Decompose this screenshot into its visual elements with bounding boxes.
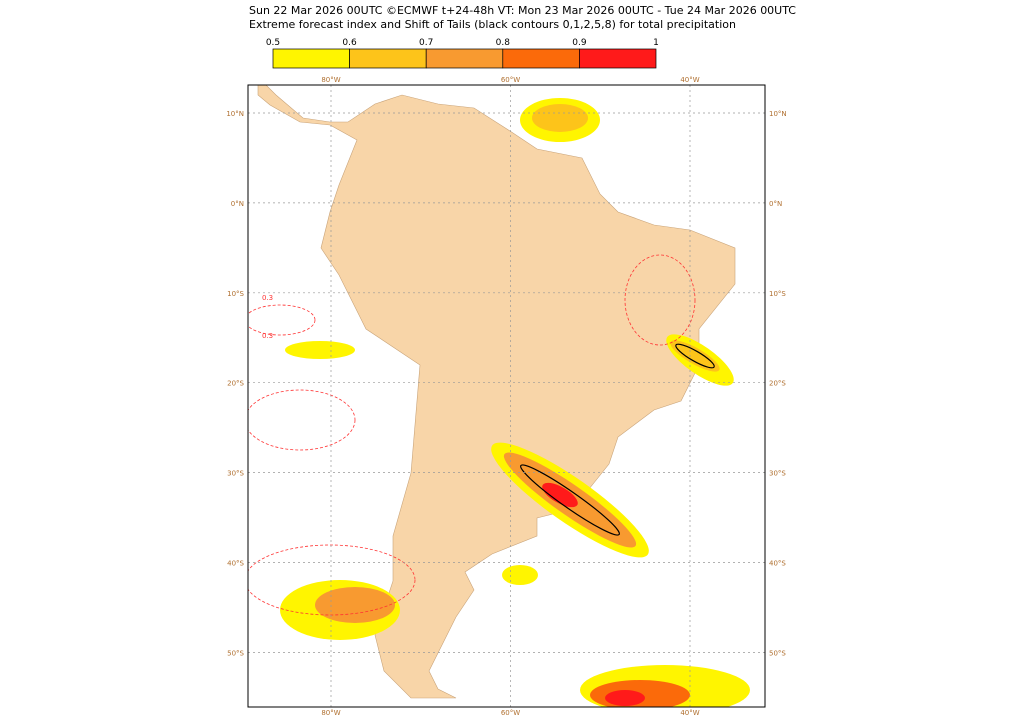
colorbar-segment xyxy=(502,48,580,69)
contour-label: 0.3 xyxy=(262,294,273,302)
contours xyxy=(248,254,715,616)
precip-area xyxy=(605,690,645,706)
colorbar-label: 0.5 xyxy=(266,38,280,48)
latitude-label: 0°N xyxy=(769,200,782,208)
latitude-label: 10°N xyxy=(769,110,787,118)
colorbar-label: 0.7 xyxy=(419,38,433,48)
precip-area xyxy=(542,482,578,508)
contour xyxy=(624,254,696,346)
colorbar-segment xyxy=(272,48,350,69)
colorbar-label: 0.6 xyxy=(342,38,357,48)
latitude-label: 50°S xyxy=(769,649,786,657)
longitude-label: 40°W xyxy=(680,76,699,84)
colorbar-segment xyxy=(349,48,427,69)
colorbar-label: 0.8 xyxy=(496,38,511,48)
contour xyxy=(675,343,715,369)
colorbar-label: 1 xyxy=(653,38,659,48)
longitude-label: 80°W xyxy=(321,709,340,717)
latitude-label: 10°S xyxy=(769,290,786,298)
colorbar-segment xyxy=(425,48,504,69)
latitude-label: 20°S xyxy=(227,380,244,388)
precip-areas xyxy=(280,98,750,707)
contour xyxy=(248,304,316,336)
land xyxy=(257,85,736,699)
colorbar-segment xyxy=(579,48,657,69)
longitude-label: 40°W xyxy=(680,709,699,717)
latitude-label: 0°N xyxy=(231,200,244,208)
colorbar: 0.5 0.6 0.7 0.8 0.9 1 xyxy=(266,38,659,69)
latitude-label: 10°N xyxy=(226,110,244,118)
title-line: Sun 22 Mar 2026 00UTC ©ECMWF t+24-48h VT… xyxy=(249,4,796,17)
colorbar-label: 0.9 xyxy=(572,38,587,48)
contour xyxy=(248,544,416,616)
precip-area xyxy=(532,104,588,132)
precip-area xyxy=(670,340,720,372)
precip-area xyxy=(502,565,538,585)
latitude-label: 40°S xyxy=(769,560,786,568)
map: 0.3 0.3 xyxy=(248,85,765,707)
latitude-label: 20°S xyxy=(769,380,786,388)
latitude-label: 50°S xyxy=(227,649,244,657)
map-frame xyxy=(247,84,766,708)
contour xyxy=(520,464,620,536)
contour xyxy=(248,389,356,451)
longitude-label: 80°W xyxy=(321,76,340,84)
latitude-label: 30°S xyxy=(769,470,786,478)
contour-label: 0.3 xyxy=(262,332,273,340)
longitude-label: 60°W xyxy=(501,76,520,84)
precip-area xyxy=(315,587,395,623)
subtitle-line: Extreme forecast index and Shift of Tail… xyxy=(249,18,736,31)
latitude-label: 30°S xyxy=(227,470,244,478)
longitude-label: 60°W xyxy=(501,709,520,717)
latitude-label: 10°S xyxy=(227,290,244,298)
precip-area xyxy=(285,341,355,359)
latitude-label: 40°S xyxy=(227,560,244,568)
